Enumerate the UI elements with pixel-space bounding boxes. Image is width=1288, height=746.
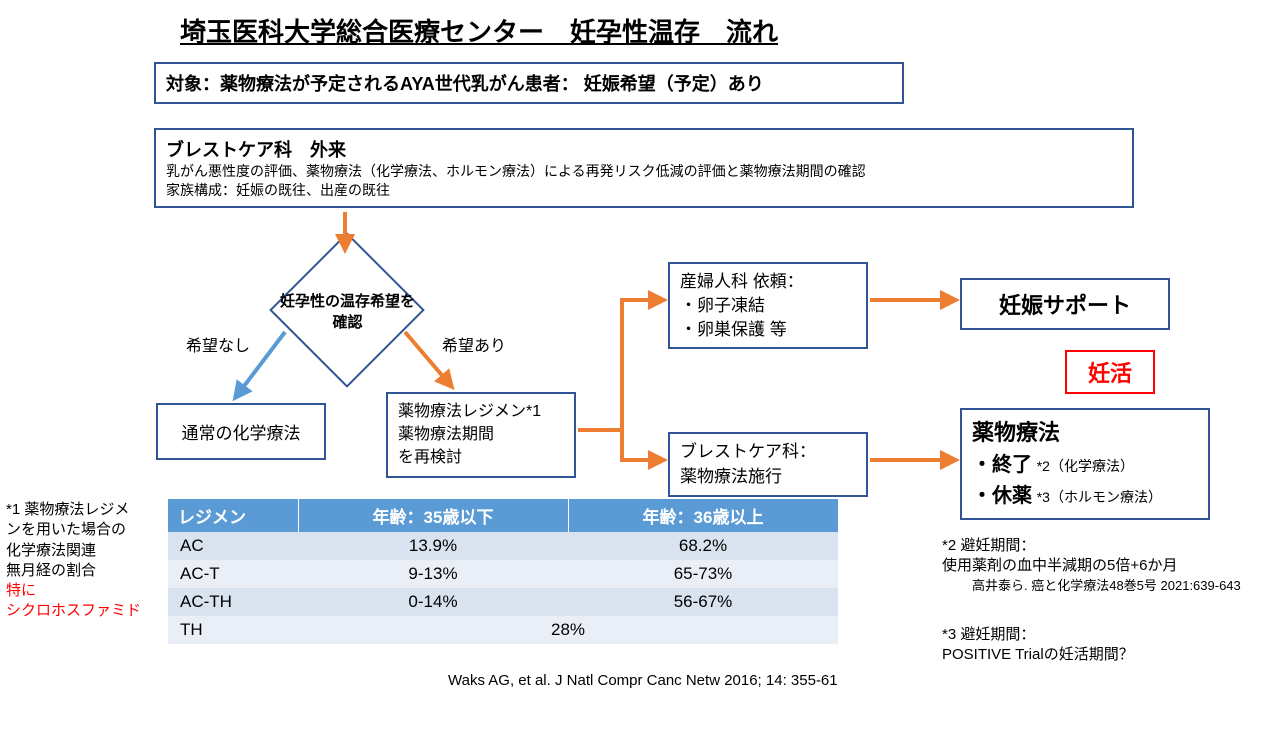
breastcare2-line2: 薬物療法施行 <box>680 465 856 490</box>
subject-text: 対象：薬物療法が予定されるAYA世代乳がん患者： 妊娠希望（予定）あり <box>166 74 764 94</box>
breastcare-title: ブレストケア科 外来 <box>166 136 1122 162</box>
table-row: AC 13.9% 68.2% <box>168 532 838 560</box>
red-box: 妊活 <box>1065 350 1155 394</box>
fn1-l2: ンを用いた場合の <box>6 520 166 540</box>
decision-line1: 妊孕性の温存希望を <box>280 293 415 310</box>
drug-box: 薬物療法 ・終了 *2（化学療法） ・休薬 *3（ホルモン療法） <box>960 408 1210 520</box>
red-text: 妊活 <box>1088 361 1132 386</box>
table-row: TH 28% <box>168 616 838 644</box>
cell-old-1: 65-73% <box>568 560 838 588</box>
fn2-cite: 高井泰ら. 癌と化学療法48巻5号 2021:639-643 <box>942 577 1288 595</box>
arrow <box>578 430 664 460</box>
fn1-l4: 無月経の割合 <box>6 561 166 581</box>
breastcare-line1: 乳がん悪性度の評価、薬物療法（化学療法、ホルモン療法）による再発リスク低減の評価… <box>166 162 1122 181</box>
breastcare2-box: ブレストケア科： 薬物療法施行 <box>668 432 868 497</box>
obgyn-box: 産婦人科 依頼： ・卵子凍結 ・卵巣保護 等 <box>668 262 868 349</box>
cell-name-3: TH <box>168 616 298 644</box>
cell-young-1: 9-13% <box>298 560 568 588</box>
fn3-l1: *3 避妊期間： <box>942 625 1282 645</box>
th-old: 年齢：36歳以上 <box>568 499 838 532</box>
drug-line1b: *2（化学療法） <box>1037 458 1134 474</box>
cell-young-0: 13.9% <box>298 532 568 560</box>
drug-line1a: ・終了 <box>972 454 1032 476</box>
fn1-l6: シクロホスファミド <box>6 601 166 621</box>
table-citation: Waks AG, et al. J Natl Compr Canc Netw 2… <box>448 672 838 689</box>
table-header-row: レジメン 年齢：35歳以下 年齢：36歳以上 <box>168 499 838 532</box>
page-title: 埼玉医科大学総合医療センター 妊孕性温存 流れ <box>180 12 778 49</box>
cell-old-0: 68.2% <box>568 532 838 560</box>
yes-path-box: 薬物療法レジメン*1 薬物療法期間 を再検討 <box>386 392 576 478</box>
footnote2: *2 避妊期間： 使用薬剤の血中半減期の5倍+6か月 高井泰ら. 癌と化学療法4… <box>942 536 1288 594</box>
table-row: AC-TH 0-14% 56-67% <box>168 588 838 616</box>
th-young: 年齢：35歳以下 <box>298 499 568 532</box>
cell-merged-3: 28% <box>298 616 838 644</box>
decision-yes-label: 希望あり <box>442 332 506 356</box>
fn3-l2: POSITIVE Trialの妊活期間？ <box>942 645 1282 665</box>
obgyn-title: 産婦人科 依頼： <box>680 270 856 294</box>
arrow <box>578 300 664 430</box>
regimen-table: レジメン 年齢：35歳以下 年齢：36歳以上 AC 13.9% 68.2% AC… <box>168 499 839 644</box>
table-row: AC-T 9-13% 65-73% <box>168 560 838 588</box>
footnote3: *3 避妊期間： POSITIVE Trialの妊活期間？ <box>942 625 1282 666</box>
fn1-l5: 特に <box>6 581 166 601</box>
footnote1: *1 薬物療法レジメ ンを用いた場合の 化学療法関連 無月経の割合 特に シクロ… <box>6 500 166 622</box>
cell-young-2: 0-14% <box>298 588 568 616</box>
decision-line2: 確認 <box>332 314 362 331</box>
obgyn-line2: ・卵巣保護 等 <box>680 318 856 342</box>
subject-box: 対象：薬物療法が予定されるAYA世代乳がん患者： 妊娠希望（予定）あり <box>154 62 904 104</box>
breastcare2-line1: ブレストケア科： <box>680 440 856 465</box>
drug-line2a: ・休薬 <box>972 485 1032 507</box>
obgyn-line1: ・卵子凍結 <box>680 294 856 318</box>
yes-line1: 薬物療法レジメン*1 <box>398 400 564 423</box>
decision-text: 妊孕性の温存希望を 確認 <box>260 290 435 332</box>
decision-no-label: 希望なし <box>186 332 250 356</box>
cell-name-0: AC <box>168 532 298 560</box>
breastcare-line2: 家族構成：妊娠の既往、出産の既往 <box>166 181 1122 200</box>
yes-line2: 薬物療法期間 <box>398 423 564 446</box>
th-regimen: レジメン <box>168 499 298 532</box>
support-box: 妊娠サポート <box>960 278 1170 330</box>
cell-name-1: AC-T <box>168 560 298 588</box>
drug-line2b: *3（ホルモン療法） <box>1037 489 1162 505</box>
yes-line3: を再検討 <box>398 446 564 469</box>
fn1-l3: 化学療法関連 <box>6 541 166 561</box>
cell-old-2: 56-67% <box>568 588 838 616</box>
drug-title: 薬物療法 <box>972 416 1198 450</box>
support-text: 妊娠サポート <box>999 293 1131 318</box>
fn1-l1: *1 薬物療法レジメ <box>6 500 166 520</box>
fn2-l1: *2 避妊期間： <box>942 536 1288 556</box>
breastcare-box: ブレストケア科 外来 乳がん悪性度の評価、薬物療法（化学療法、ホルモン療法）によ… <box>154 128 1134 208</box>
cell-name-2: AC-TH <box>168 588 298 616</box>
no-path-text: 通常の化学療法 <box>182 424 301 443</box>
fn2-l2: 使用薬剤の血中半減期の5倍+6か月 <box>942 556 1288 576</box>
no-path-box: 通常の化学療法 <box>156 403 326 460</box>
